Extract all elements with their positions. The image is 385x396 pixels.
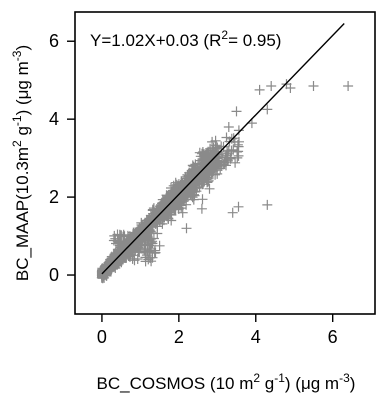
data-point (233, 141, 244, 152)
y-axis-title: BC_MAAP(10.3m2 g-1) (μg m-3) (10, 45, 32, 281)
data-point (113, 245, 124, 256)
data-point (223, 122, 234, 132)
regression-equation: Y=1.02X+0.03 (R2= 0.95) (90, 28, 281, 50)
data-point (198, 151, 209, 162)
data-point (137, 225, 148, 236)
data-point (116, 256, 127, 267)
data-point (176, 191, 186, 202)
data-point (213, 149, 224, 160)
x-tick-label: 4 (251, 327, 261, 347)
data-point (285, 83, 296, 93)
data-point (194, 181, 205, 192)
data-point (210, 169, 221, 180)
data-point (233, 201, 244, 212)
data-point (139, 235, 150, 245)
data-point (197, 194, 208, 205)
data-point (231, 106, 242, 117)
x-tick-label: 2 (174, 327, 184, 347)
x-tick-label: 6 (328, 327, 338, 347)
data-point (174, 181, 185, 192)
data-point (221, 132, 232, 143)
y-tick-label: 6 (49, 31, 59, 51)
regression-line (101, 22, 345, 275)
data-point (112, 236, 123, 246)
data-point (181, 199, 192, 210)
data-point (106, 258, 116, 269)
data-point (262, 104, 273, 115)
data-point (187, 192, 198, 203)
scatter-points (96, 79, 354, 284)
data-point (118, 231, 129, 242)
data-point (343, 81, 354, 91)
data-point (140, 252, 151, 263)
plot-frame (74, 11, 376, 315)
y-tick-label: 0 (49, 265, 59, 285)
data-point (202, 176, 213, 187)
data-point (148, 221, 158, 232)
data-point (210, 144, 221, 154)
data-point (149, 213, 160, 223)
data-point (196, 203, 207, 214)
data-point (146, 256, 157, 267)
data-point (177, 207, 188, 218)
data-point (169, 198, 180, 209)
data-point (162, 203, 173, 214)
data-point (233, 125, 244, 136)
axis-ticks: 0 2 4 6 0 2 4 6 (49, 31, 338, 347)
data-point (193, 159, 204, 169)
data-point (144, 240, 154, 251)
data-point (166, 215, 177, 226)
x-axis-title: BC_COSMOS (10 m2 g-1) (μg m-3) (97, 371, 356, 393)
data-point (266, 81, 277, 91)
data-point (125, 237, 136, 247)
data-point (191, 169, 202, 180)
data-point (189, 190, 200, 201)
data-point (133, 246, 144, 257)
data-point (181, 223, 192, 234)
data-point (154, 240, 165, 251)
data-point (149, 245, 160, 256)
data-point (230, 157, 241, 168)
data-point (223, 145, 234, 156)
data-point (139, 244, 150, 255)
data-point (180, 190, 191, 201)
data-point (232, 146, 243, 157)
data-point (145, 234, 156, 244)
data-point (157, 198, 168, 209)
x-tick-label: 0 (97, 327, 107, 347)
data-point (308, 81, 319, 91)
data-point (204, 183, 215, 194)
data-point (151, 211, 162, 221)
data-point (121, 252, 132, 263)
y-tick-label: 4 (49, 109, 59, 129)
data-point (199, 150, 210, 161)
data-point (180, 173, 191, 184)
y-tick-label: 2 (49, 187, 59, 207)
data-point (208, 159, 219, 170)
data-point (188, 194, 199, 205)
data-point (254, 84, 265, 95)
data-point (110, 233, 121, 244)
data-point (227, 207, 238, 218)
data-point (262, 199, 273, 210)
data-point (222, 152, 232, 163)
data-point (127, 253, 138, 264)
data-point (191, 186, 202, 197)
